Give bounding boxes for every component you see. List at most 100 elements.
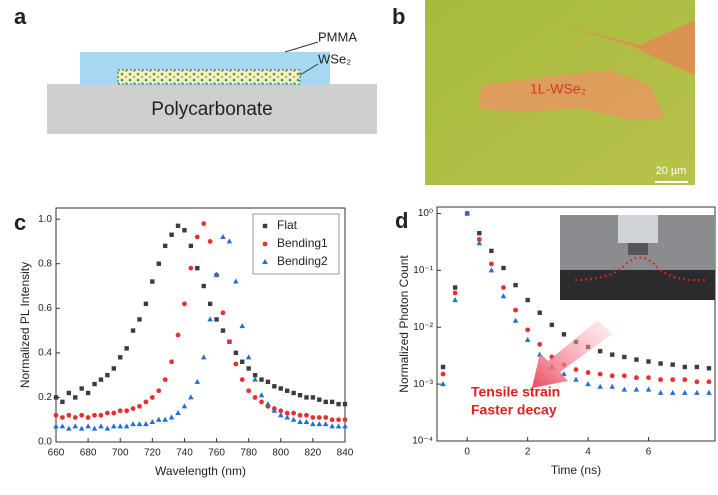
point xyxy=(310,395,316,400)
point xyxy=(646,359,651,364)
point xyxy=(259,399,264,405)
point xyxy=(60,399,65,405)
point xyxy=(259,377,264,382)
point xyxy=(476,240,483,246)
point xyxy=(706,389,712,395)
x-tick-label: 720 xyxy=(144,448,161,459)
point xyxy=(226,238,233,244)
point xyxy=(335,423,342,429)
flake-label: 1L-WSe₂ xyxy=(530,81,586,97)
point xyxy=(181,403,188,409)
point xyxy=(136,421,143,427)
point xyxy=(53,395,59,400)
point xyxy=(162,416,168,422)
x-tick-label: 840 xyxy=(337,448,354,459)
point xyxy=(477,231,482,236)
point xyxy=(175,223,181,229)
point xyxy=(162,243,168,249)
point xyxy=(303,418,310,424)
point xyxy=(117,423,124,429)
plots: 660 680 700 720 740 760 780 800 820 840 0.0 0.2 0.4 0… xyxy=(18,206,716,478)
point xyxy=(573,376,579,382)
point xyxy=(130,406,136,411)
point xyxy=(265,401,271,407)
x-tick-label: 660 xyxy=(48,448,65,459)
point xyxy=(92,412,97,418)
point xyxy=(512,317,519,323)
point xyxy=(323,399,328,405)
point xyxy=(91,425,98,431)
point xyxy=(117,408,123,414)
point xyxy=(488,261,494,267)
point xyxy=(169,232,174,237)
point xyxy=(207,301,213,307)
point xyxy=(297,393,303,398)
point xyxy=(316,415,322,420)
point xyxy=(271,407,278,413)
point xyxy=(53,423,59,429)
point xyxy=(501,265,506,271)
point xyxy=(706,379,712,385)
point xyxy=(227,339,232,345)
point xyxy=(291,410,297,416)
panel-label: c xyxy=(14,210,26,235)
point xyxy=(111,423,117,429)
leader xyxy=(299,63,319,76)
point xyxy=(175,332,181,338)
plot-frame xyxy=(55,207,346,443)
point xyxy=(53,412,59,418)
point xyxy=(322,421,329,427)
point xyxy=(105,372,110,378)
point xyxy=(585,370,591,375)
point xyxy=(561,332,567,337)
point xyxy=(78,425,85,431)
point xyxy=(258,392,265,398)
point xyxy=(585,381,591,387)
x-tick-label: 800 xyxy=(272,448,289,459)
y-tick-label: 0.4 xyxy=(38,347,52,358)
panel-label: d xyxy=(395,208,408,233)
point xyxy=(513,307,518,313)
y-tick-label: 10⁻¹ xyxy=(413,265,433,276)
point xyxy=(609,383,616,389)
point xyxy=(239,323,246,329)
point xyxy=(98,412,104,418)
point xyxy=(104,425,111,431)
x-tick-label: 740 xyxy=(176,448,193,459)
point xyxy=(670,362,675,367)
point xyxy=(284,414,290,420)
point xyxy=(143,301,149,307)
wse2-film xyxy=(117,69,301,85)
legend-label: Bending1 xyxy=(277,236,328,250)
point xyxy=(150,279,155,284)
point xyxy=(188,243,194,249)
point xyxy=(452,297,458,303)
point xyxy=(188,394,194,400)
point xyxy=(85,415,91,420)
point xyxy=(220,233,226,239)
point xyxy=(175,410,181,416)
point xyxy=(681,389,688,395)
point xyxy=(682,364,687,370)
point xyxy=(66,425,72,431)
inset-objective xyxy=(618,215,658,243)
point xyxy=(213,271,220,277)
annotation: Faster decay xyxy=(471,402,557,418)
point xyxy=(98,423,104,429)
point xyxy=(476,237,482,242)
point xyxy=(137,403,142,409)
point xyxy=(73,395,78,400)
x-tick-label: 4 xyxy=(585,447,591,458)
point xyxy=(233,350,239,356)
y-axis-label: Normalized PL Intensity xyxy=(18,262,32,388)
point xyxy=(317,397,322,402)
point xyxy=(240,359,245,364)
x-axis-label: Time (ns) xyxy=(551,463,601,477)
point xyxy=(123,423,130,429)
point xyxy=(278,408,284,414)
panel-label: b xyxy=(392,4,405,29)
point xyxy=(118,355,123,360)
point xyxy=(634,375,639,381)
point xyxy=(670,377,676,383)
